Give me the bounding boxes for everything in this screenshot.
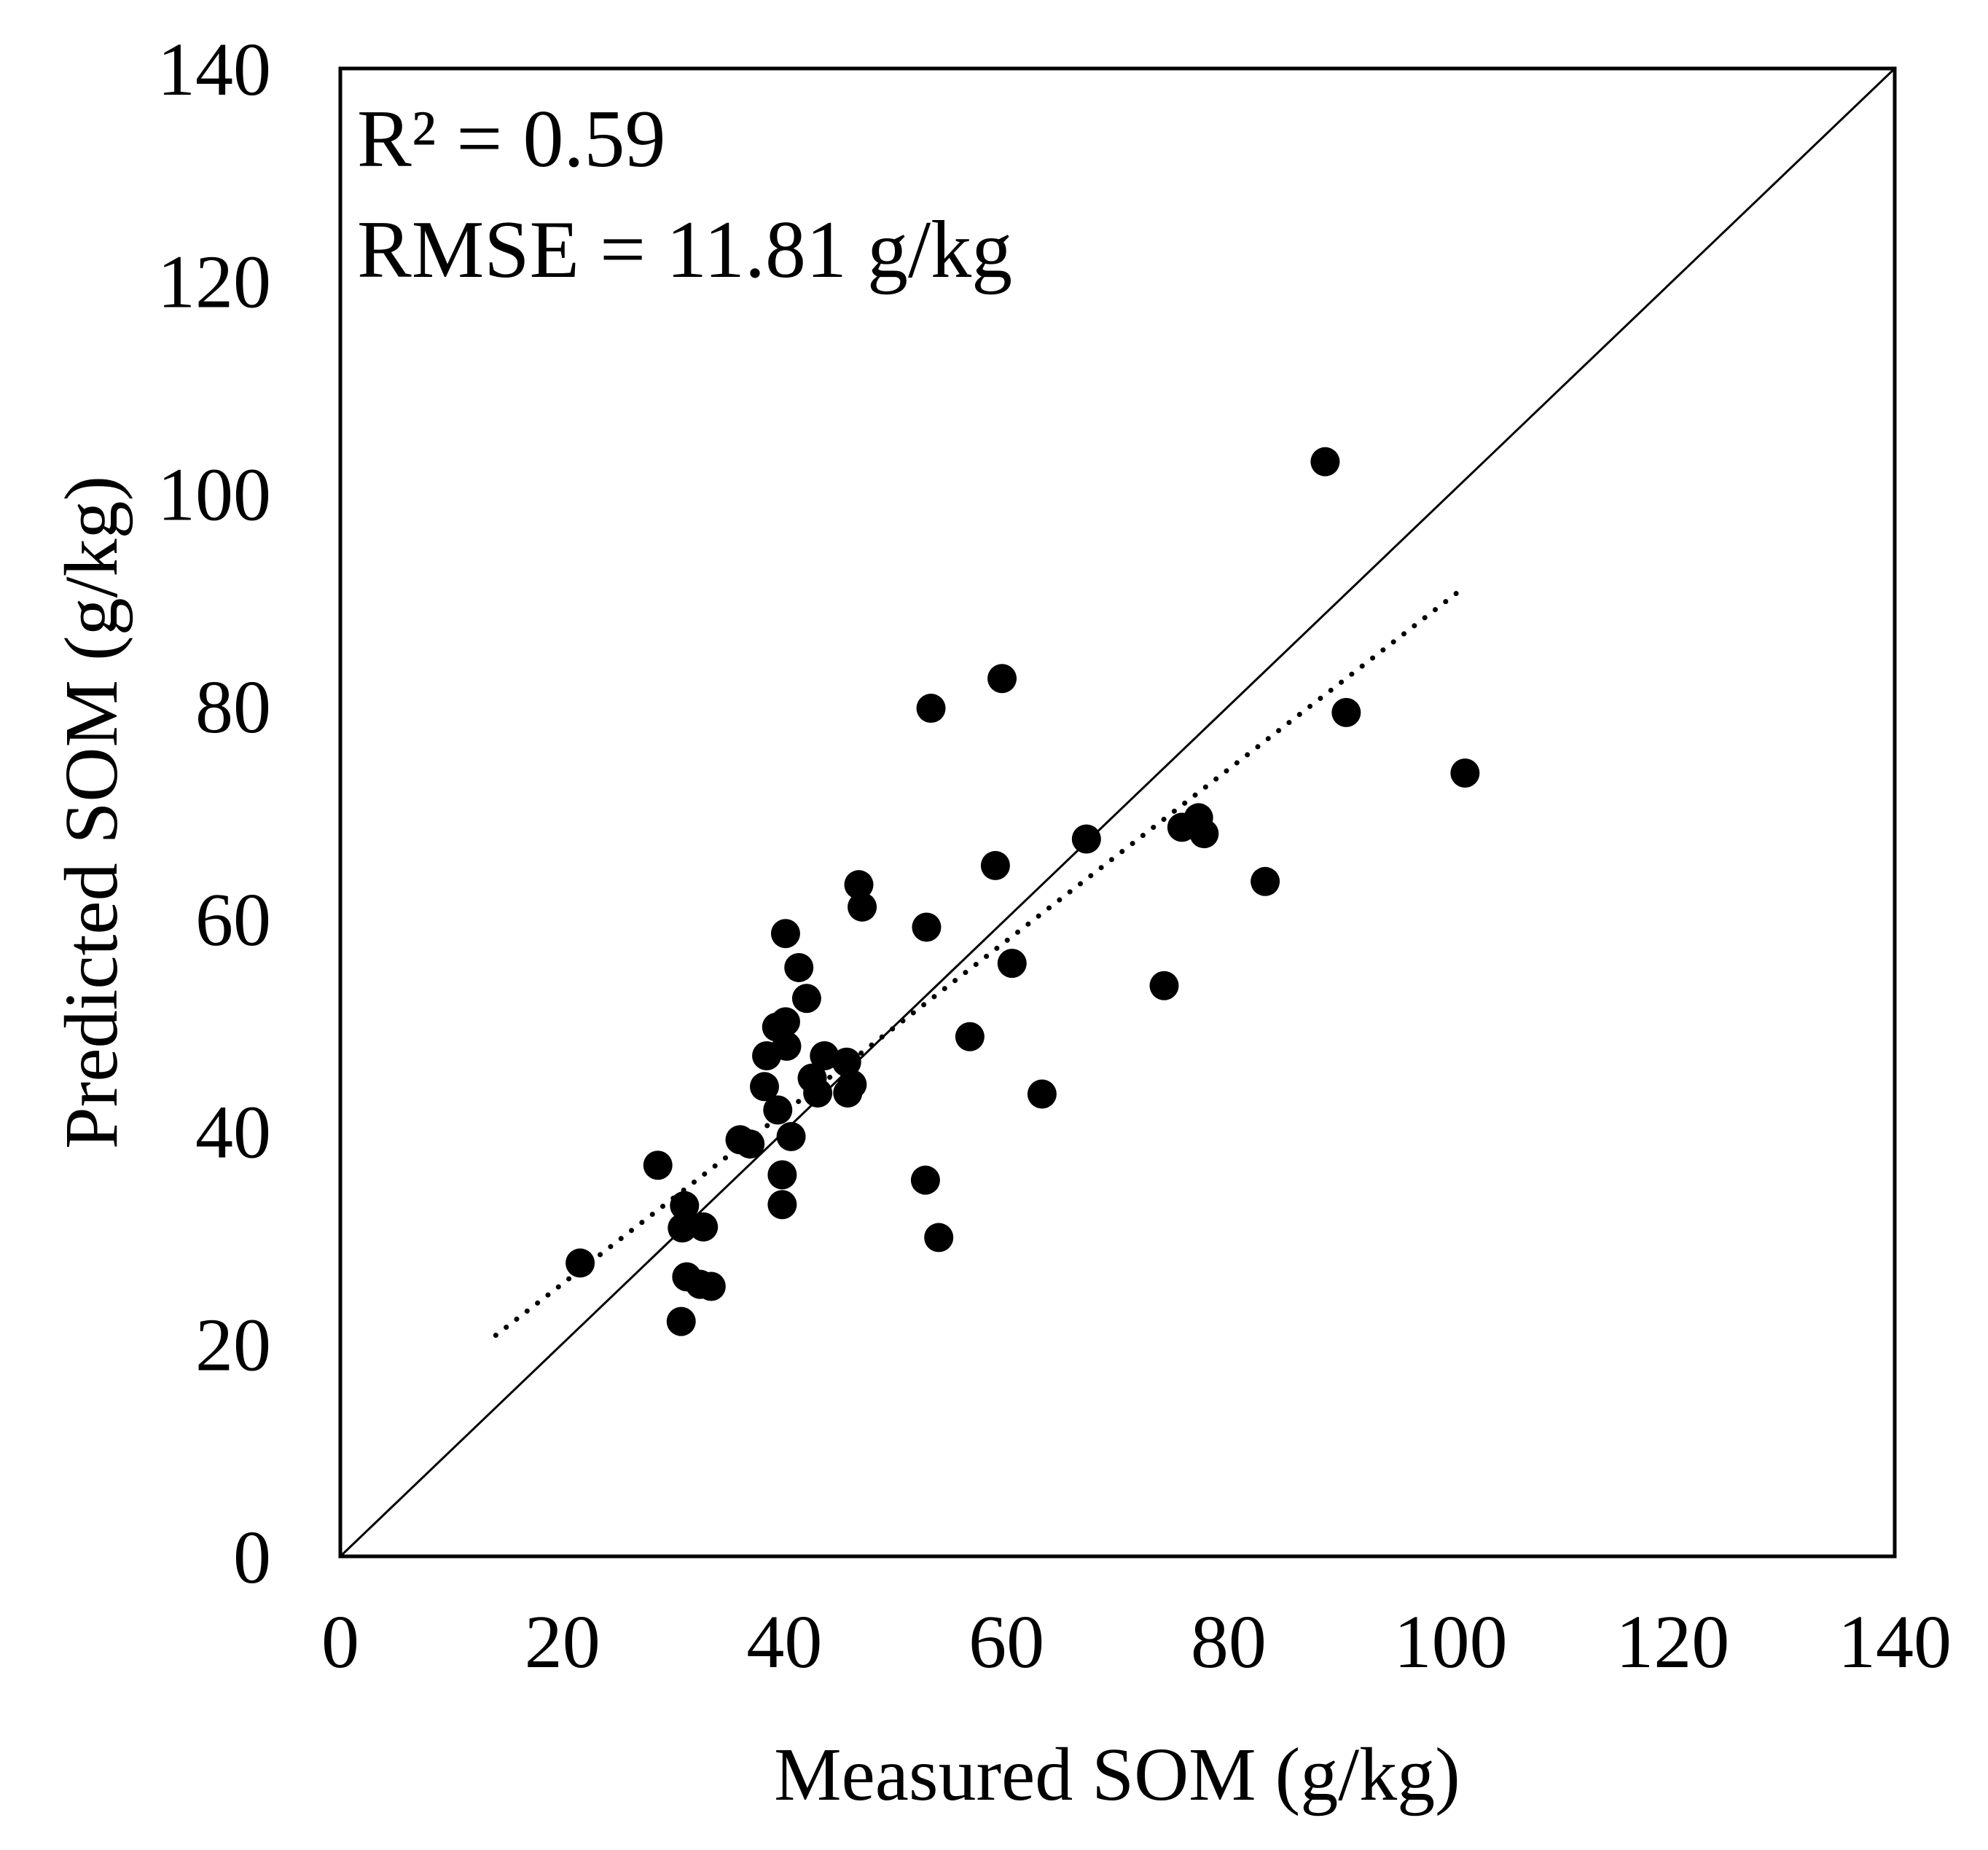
- x-tick-labels: 0 20 40 60 80 100 120 140: [321, 1600, 1952, 1684]
- rmse-annotation: RMSE = 11.81 g/kg: [357, 205, 1012, 295]
- y-tick-label: 0: [233, 1516, 271, 1599]
- x-tick-label: 20: [525, 1600, 600, 1684]
- data-point: [767, 1190, 797, 1220]
- data-point: [767, 1160, 797, 1190]
- trend-line: [493, 591, 1459, 1338]
- data-point: [566, 1248, 595, 1278]
- data-point: [1189, 819, 1219, 849]
- data-point: [643, 1151, 673, 1180]
- data-point: [997, 949, 1027, 979]
- data-point: [837, 1070, 867, 1100]
- x-tick-label: 120: [1616, 1600, 1729, 1684]
- y-tick-label: 140: [157, 28, 271, 111]
- reference-line-group: [339, 67, 1896, 1558]
- data-point: [848, 892, 877, 922]
- data-point: [955, 1022, 985, 1051]
- y-tick-label: 100: [157, 452, 271, 536]
- data-point: [1027, 1079, 1057, 1109]
- x-tick-label: 0: [321, 1600, 359, 1684]
- y-tick-label: 80: [195, 665, 271, 749]
- data-point: [750, 1072, 780, 1102]
- data-point: [831, 1047, 861, 1077]
- data-point: [696, 1271, 726, 1301]
- y-tick-labels: 0 20 40 60 80 100 120 140: [157, 28, 271, 1599]
- data-point: [912, 912, 942, 942]
- data-point: [916, 694, 946, 724]
- data-point: [776, 1121, 806, 1151]
- data-point: [924, 1223, 954, 1253]
- data-point: [910, 1165, 940, 1195]
- y-tick-label: 60: [195, 878, 271, 962]
- data-point: [763, 1095, 793, 1125]
- y-tick-label: 20: [195, 1303, 271, 1387]
- data-point: [668, 1213, 697, 1243]
- data-point: [1071, 824, 1101, 854]
- data-point: [803, 1078, 833, 1108]
- y-tick-label: 40: [195, 1091, 271, 1175]
- data-point: [1331, 697, 1361, 727]
- data-point: [1310, 447, 1340, 477]
- x-tick-label: 100: [1394, 1600, 1508, 1684]
- one-to-one-line: [339, 67, 1896, 1558]
- data-point: [1450, 759, 1480, 788]
- data-point: [844, 870, 874, 900]
- data-point: [784, 952, 814, 982]
- x-tick-label: 40: [746, 1600, 822, 1684]
- data-point: [980, 850, 1010, 880]
- data-point: [689, 1212, 719, 1242]
- data-point: [772, 1031, 802, 1061]
- data-point: [987, 664, 1017, 694]
- y-axis-title: Predicted SOM (g/kg): [50, 476, 133, 1149]
- x-tick-label: 140: [1838, 1600, 1952, 1684]
- data-point: [670, 1191, 700, 1220]
- r-squared-annotation: R² = 0.59: [357, 94, 665, 184]
- x-axis-title: Measured SOM (g/kg): [774, 1733, 1460, 1816]
- x-tick-label: 80: [1191, 1600, 1267, 1684]
- data-point: [810, 1041, 840, 1071]
- trend-line-group: [493, 591, 1459, 1338]
- data-point: [666, 1306, 696, 1336]
- data-point: [735, 1129, 765, 1159]
- x-tick-label: 60: [968, 1600, 1044, 1684]
- data-point: [791, 984, 821, 1014]
- data-points: [566, 447, 1480, 1336]
- plot-frame: [338, 66, 1897, 1559]
- data-point: [1149, 971, 1179, 1000]
- y-tick-label: 120: [157, 240, 271, 324]
- data-point: [770, 919, 800, 949]
- data-point: [770, 1007, 800, 1037]
- data-point: [1251, 866, 1280, 896]
